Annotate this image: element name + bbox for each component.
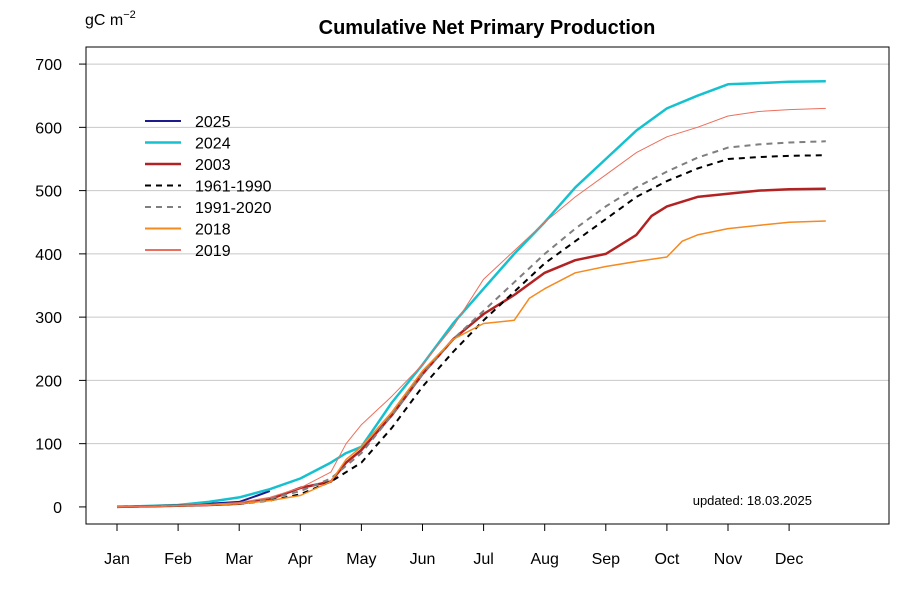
x-tick-label: Mar (225, 551, 253, 568)
series-line-2024 (116, 79, 826, 509)
x-axis: Jan Feb Mar Apr May Jun Jul Aug Sep Oct Nov Dec (104, 524, 803, 568)
series-lines (116, 79, 826, 509)
y-tick-label: 200 (35, 373, 62, 390)
x-tick-label: Apr (288, 551, 314, 568)
x-tick-label: Dec (775, 551, 803, 568)
legend-label: 2003 (195, 157, 231, 174)
legend-label: 1991-2020 (195, 200, 272, 217)
x-tick-label: Aug (530, 551, 558, 568)
x-tick-label: Nov (714, 551, 742, 568)
legend-label: 2018 (195, 222, 231, 239)
x-tick-label: Feb (164, 551, 192, 568)
y-tick-label: 0 (53, 500, 62, 517)
y-tick-label: 400 (35, 247, 62, 264)
x-tick-label: May (346, 551, 376, 568)
updated-note: updated: 18.03.2025 (693, 493, 812, 508)
legend: 2025 2024 2003 1961-1990 1991-2020 2018 2019 (145, 114, 272, 260)
legend-label: 2019 (195, 243, 231, 260)
plot-frame (85, 46, 890, 525)
y-tick-label: 100 (35, 437, 62, 454)
y-unit-exponent: −2 (123, 9, 136, 21)
grid-lines (86, 63, 889, 445)
y-tick-label: 300 (35, 310, 62, 327)
series-line-1961-1990 (116, 154, 826, 508)
legend-label: 2024 (195, 136, 231, 153)
y-unit-label: gC m−2 (85, 9, 136, 29)
y-tick-label: 700 (35, 57, 62, 74)
series-line-2003 (116, 187, 826, 509)
x-tick-label: Jul (473, 551, 493, 568)
x-tick-label: Jan (104, 551, 130, 568)
chart-title: Cumulative Net Primary Production (319, 17, 656, 39)
y-unit-base: gC m (85, 12, 123, 29)
y-tick-label: 500 (35, 184, 62, 201)
legend-label: 1961-1990 (195, 179, 272, 196)
legend-label: 2025 (195, 114, 231, 131)
y-axis: 0 100 200 300 400 500 600 700 (35, 57, 86, 517)
series-line-2018 (116, 220, 826, 508)
x-tick-label: Sep (592, 551, 621, 568)
x-tick-label: Oct (654, 551, 679, 568)
x-tick-label: Jun (410, 551, 436, 568)
y-tick-label: 600 (35, 120, 62, 137)
series-line-1991-2020 (116, 140, 826, 508)
series-line-2019 (116, 107, 826, 508)
